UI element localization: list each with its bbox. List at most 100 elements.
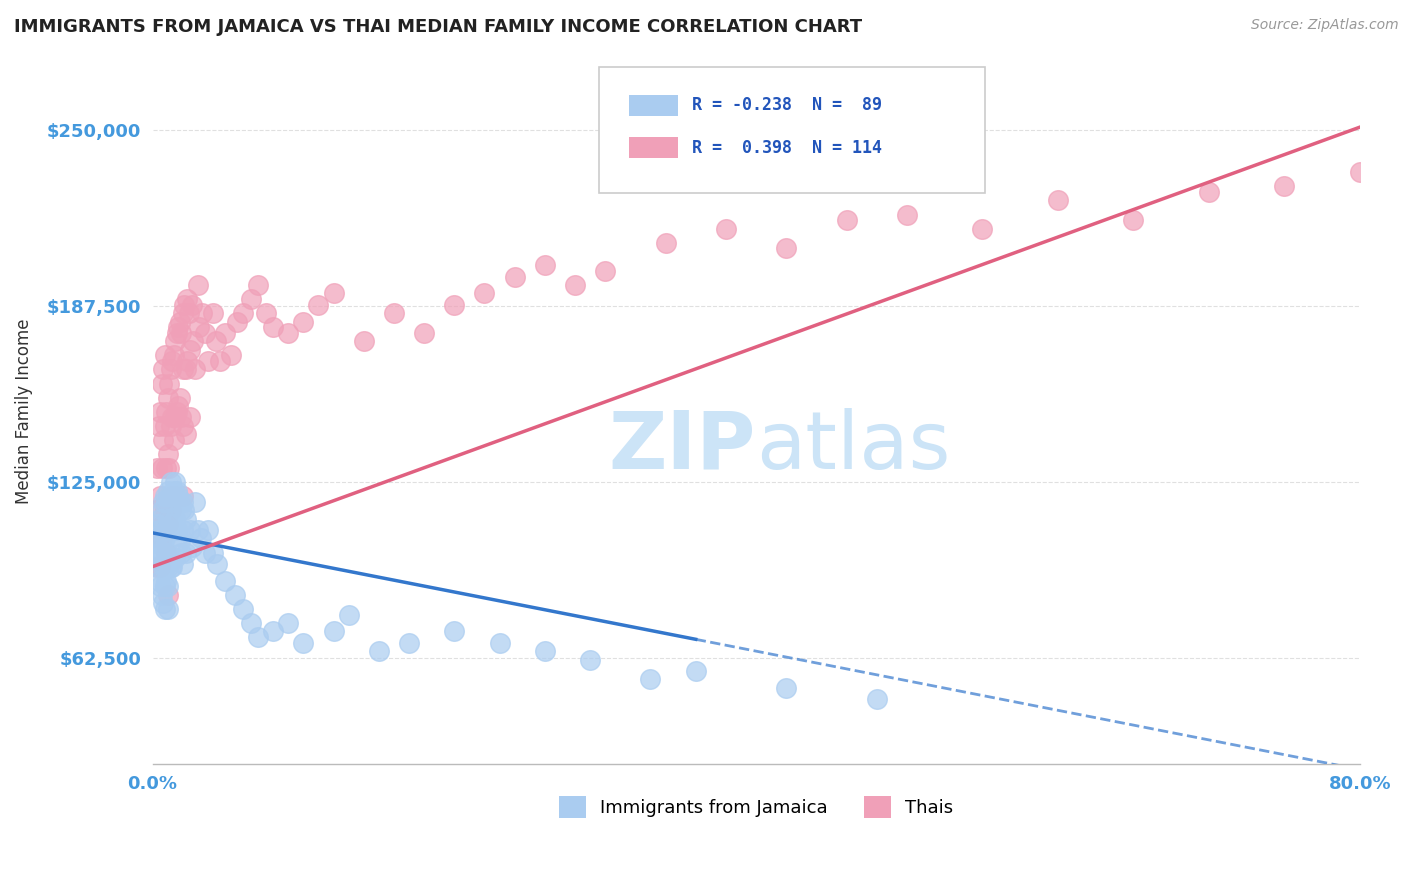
Point — [156, 559, 179, 574]
Point — [173, 298, 195, 312]
Point — [148, 545, 170, 559]
Point — [194, 326, 217, 340]
Point — [201, 306, 224, 320]
Point — [534, 258, 557, 272]
Point — [239, 615, 262, 630]
Point — [167, 529, 190, 543]
Point — [166, 523, 188, 537]
Point — [172, 489, 194, 503]
Point — [146, 517, 169, 532]
Point — [156, 517, 179, 532]
Point — [180, 298, 202, 312]
Point — [179, 343, 201, 357]
Point — [564, 277, 586, 292]
Point — [146, 559, 169, 574]
Point — [146, 559, 169, 574]
Point — [322, 286, 344, 301]
Point — [159, 517, 181, 532]
Point — [146, 461, 169, 475]
Point — [170, 503, 193, 517]
Point — [153, 559, 176, 574]
Point — [214, 326, 236, 340]
Point — [157, 376, 180, 391]
Point — [153, 602, 176, 616]
Point — [188, 320, 211, 334]
Point — [176, 354, 198, 368]
Point — [170, 410, 193, 425]
Point — [167, 399, 190, 413]
Point — [174, 545, 197, 559]
Point — [159, 503, 181, 517]
Point — [172, 418, 194, 433]
Point — [205, 334, 228, 349]
Point — [443, 624, 465, 639]
Point — [179, 523, 201, 537]
Point — [148, 523, 170, 537]
Point — [896, 208, 918, 222]
Point — [153, 503, 176, 517]
Point — [150, 532, 173, 546]
Point — [160, 559, 183, 574]
Point — [184, 362, 207, 376]
Text: atlas: atlas — [756, 408, 950, 486]
Point — [165, 410, 187, 425]
Point — [184, 495, 207, 509]
Point — [172, 495, 194, 509]
Point — [191, 306, 214, 320]
Point — [160, 410, 183, 425]
Point — [155, 523, 177, 537]
Point — [1198, 185, 1220, 199]
Text: IMMIGRANTS FROM JAMAICA VS THAI MEDIAN FAMILY INCOME CORRELATION CHART: IMMIGRANTS FROM JAMAICA VS THAI MEDIAN F… — [14, 18, 862, 36]
Point — [201, 545, 224, 559]
Point — [177, 306, 200, 320]
Point — [579, 652, 602, 666]
Point — [149, 559, 172, 574]
Point — [187, 523, 209, 537]
Point — [166, 483, 188, 498]
Point — [308, 298, 330, 312]
Point — [277, 326, 299, 340]
Point — [654, 235, 676, 250]
Point — [835, 213, 858, 227]
Point — [353, 334, 375, 349]
Point — [262, 320, 284, 334]
Point — [775, 681, 797, 695]
Point — [152, 517, 174, 532]
Point — [156, 447, 179, 461]
Point — [174, 512, 197, 526]
Point — [322, 624, 344, 639]
Point — [162, 348, 184, 362]
Point — [173, 503, 195, 517]
Point — [155, 574, 177, 588]
Point — [207, 557, 229, 571]
Point — [190, 532, 212, 546]
Point — [150, 545, 173, 559]
Point — [152, 495, 174, 509]
Legend: Immigrants from Jamaica, Thais: Immigrants from Jamaica, Thais — [551, 789, 960, 825]
Point — [149, 579, 172, 593]
Point — [165, 334, 187, 349]
Point — [162, 483, 184, 498]
Point — [155, 495, 177, 509]
Point — [172, 523, 194, 537]
Point — [226, 315, 249, 329]
Point — [247, 277, 270, 292]
Point — [775, 241, 797, 255]
Point — [167, 320, 190, 334]
Point — [165, 551, 187, 566]
Point — [219, 348, 242, 362]
Point — [165, 489, 187, 503]
Point — [169, 495, 191, 509]
Point — [247, 630, 270, 644]
Point — [156, 545, 179, 559]
Point — [169, 534, 191, 549]
Point — [170, 326, 193, 340]
Point — [152, 596, 174, 610]
FancyBboxPatch shape — [630, 95, 678, 116]
Point — [866, 692, 889, 706]
Point — [155, 551, 177, 566]
Point — [157, 523, 180, 537]
Point — [150, 376, 173, 391]
Point — [172, 557, 194, 571]
Point — [209, 354, 232, 368]
